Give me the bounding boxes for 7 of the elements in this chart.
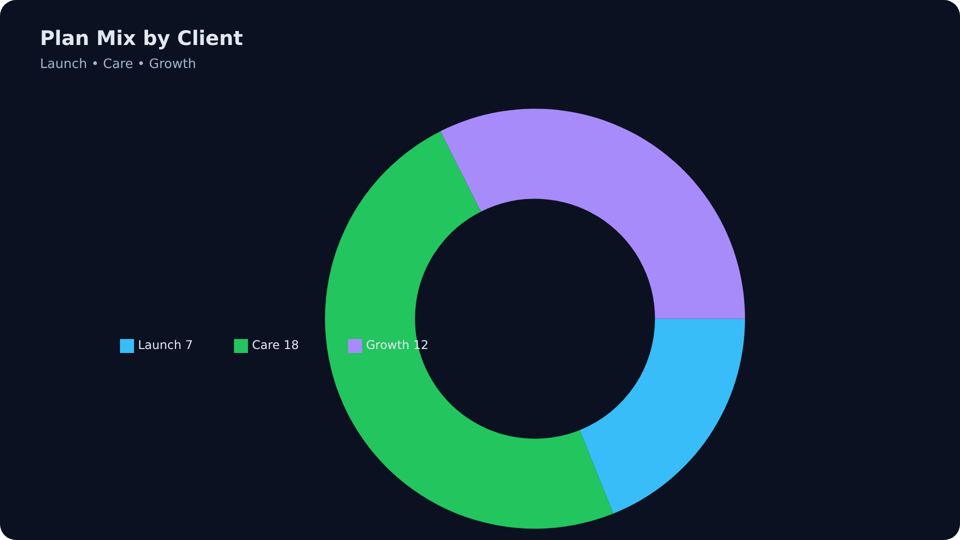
legend-label: Care 18 [252, 338, 300, 352]
legend-label: Launch 7 [138, 338, 194, 352]
donut-slice [440, 108, 745, 319]
chart-title: Plan Mix by Client [40, 26, 243, 50]
donut-slice [325, 131, 614, 529]
chart-subtitle: Launch • Care • Growth [40, 57, 196, 72]
donut-slice [580, 318, 745, 514]
